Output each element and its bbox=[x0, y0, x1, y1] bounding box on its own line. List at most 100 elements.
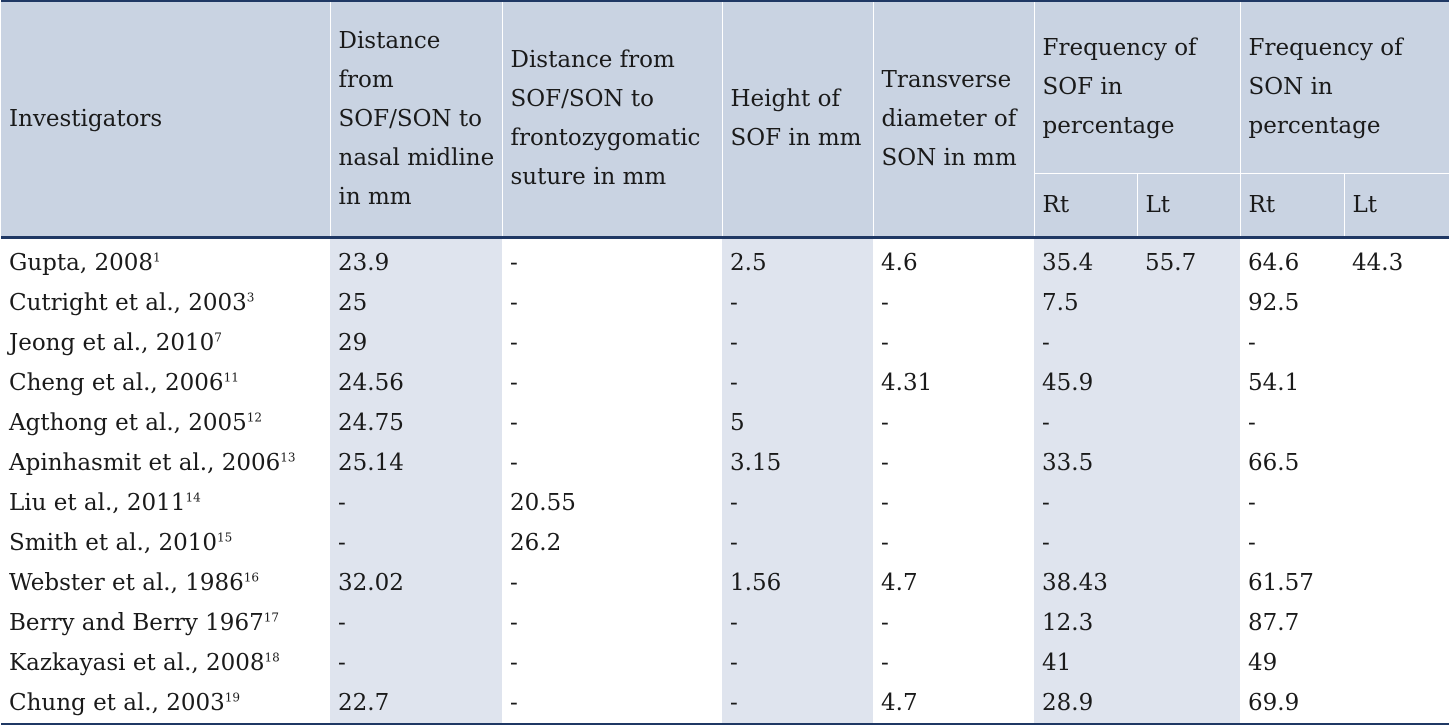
table-row: Webster et al., 198616 32.02-1.56 4.7 38.43… bbox=[1, 563, 1449, 603]
header-height-sof: Height of SOF in mm bbox=[721, 0, 873, 239]
cell-investigator: Cutright et al., 20033 bbox=[1, 283, 330, 323]
investigator-name: Berry and Berry 1967 bbox=[9, 610, 264, 636]
cell-son-rt: 61.57 bbox=[1248, 570, 1314, 596]
reference-number: 16 bbox=[243, 570, 260, 585]
table-row: Kazkayasi et al., 200818- - - -41 49 bbox=[1, 643, 1449, 683]
cell-sof-lt bbox=[1137, 283, 1241, 323]
table-body: Gupta, 20081 23.9-2.5 4.6 35.4 55.7 64.6 44.3 C… bbox=[1, 237, 1450, 725]
header-nasal-midline: Distance from SOF/SON to nasal midline i… bbox=[329, 0, 502, 239]
reference-number: 19 bbox=[224, 690, 241, 705]
cell-sof-lt bbox=[1137, 683, 1241, 725]
cell-investigator: Webster et al., 198616 bbox=[1, 563, 330, 603]
table-header: Investigators Distance from SOF/SON to n… bbox=[1, 0, 1450, 239]
cell-height-sof: - bbox=[722, 363, 873, 403]
cell-sof-lt bbox=[1137, 563, 1241, 603]
cell-transverse-son: - bbox=[881, 450, 889, 476]
cell-son-rt: 69.9 bbox=[1240, 683, 1345, 725]
cell-transverse-son: 4.6 bbox=[881, 250, 918, 276]
cell-investigator: Agthong et al., 200512 bbox=[1, 403, 330, 443]
cell-nasal-midline: - bbox=[330, 643, 502, 683]
cell-frontozygomatic: 26.2 bbox=[510, 530, 562, 556]
cell-investigator: Kazkayasi et al., 200818 bbox=[1, 643, 330, 683]
cell-sof-rt: 33.5 bbox=[1034, 443, 1137, 483]
cell-nasal-midline: - bbox=[330, 603, 502, 643]
cell-nasal-midline: - bbox=[330, 523, 502, 563]
cell-height-sof: - bbox=[722, 523, 873, 563]
cell-height-sof: 2.5 bbox=[722, 237, 873, 283]
cell-son-lt bbox=[1344, 523, 1449, 563]
reference-number: 15 bbox=[217, 530, 233, 545]
table-row: Apinhasmit et al., 200613 25.14-3.15-33.5… bbox=[1, 443, 1449, 483]
cell-transverse-son: - bbox=[881, 530, 889, 556]
cell-nasal-midline: 22.7 bbox=[330, 683, 502, 725]
cell-height-sof: - bbox=[722, 643, 873, 683]
cell-height-sof: - bbox=[722, 683, 873, 725]
investigator-name: Gupta, 2008 bbox=[9, 250, 154, 276]
cell-nasal-midline: 24.75 bbox=[330, 403, 502, 443]
cell-nasal-midline: 25 bbox=[330, 283, 502, 323]
cell-sof-rt: - bbox=[1034, 403, 1137, 443]
table-row: Chung et al., 200319 22.7- -4.7 28.9 69.9 bbox=[1, 683, 1450, 725]
table-row: Cutright et al., 20033 25- - -7.5 92.5 bbox=[1, 283, 1449, 323]
cell-son-lt bbox=[1344, 483, 1449, 523]
investigator-name: Cheng et al., 2006 bbox=[9, 370, 224, 396]
cell-transverse-son: - bbox=[881, 490, 889, 516]
cell-frontozygomatic: - bbox=[510, 250, 518, 276]
cell-height-sof: - bbox=[722, 283, 873, 323]
cell-nasal-midline: 29 bbox=[330, 323, 502, 363]
cell-transverse-son: - bbox=[881, 330, 889, 356]
investigator-name: Chung et al., 2003 bbox=[9, 690, 225, 716]
cell-son-rt: 87.7 bbox=[1248, 610, 1300, 636]
cell-frontozygomatic: - bbox=[510, 650, 518, 676]
cell-transverse-son: 4.7 bbox=[873, 683, 1034, 725]
cell-nasal-midline: 23.9 bbox=[330, 237, 502, 283]
cell-son-rt: 92.5 bbox=[1248, 290, 1300, 316]
cell-transverse-son: 4.31 bbox=[881, 370, 933, 396]
cell-investigator: Cheng et al., 200611 bbox=[1, 363, 330, 403]
table-row: Smith et al., 201015-26.2- - - - bbox=[1, 523, 1449, 563]
cell-nasal-midline: 32.02 bbox=[330, 563, 502, 603]
cell-son-lt bbox=[1344, 323, 1449, 363]
cell-investigator: Berry and Berry 196717 bbox=[1, 603, 330, 643]
cell-son-rt: - bbox=[1248, 530, 1256, 556]
cell-height-sof: - bbox=[722, 603, 873, 643]
cell-son-lt bbox=[1344, 283, 1449, 323]
cell-nasal-midline: - bbox=[330, 483, 502, 523]
cell-frontozygomatic: - bbox=[510, 330, 518, 356]
table-row: Agthong et al., 200512 24.75-5- - - bbox=[1, 403, 1449, 443]
cell-son-rt: - bbox=[1248, 410, 1256, 436]
cell-transverse-son: - bbox=[881, 610, 889, 636]
cell-son-rt: - bbox=[1248, 330, 1256, 356]
cell-sof-lt bbox=[1137, 403, 1241, 443]
cell-son-rt: 66.5 bbox=[1248, 450, 1300, 476]
cell-son-lt bbox=[1344, 563, 1449, 603]
reference-number: 3 bbox=[246, 290, 255, 305]
cell-son-lt bbox=[1344, 683, 1450, 725]
cell-nasal-midline: 25.14 bbox=[330, 443, 502, 483]
reference-number: 17 bbox=[263, 610, 279, 625]
cell-sof-rt: 28.9 bbox=[1034, 683, 1137, 725]
header-son-lt: Lt bbox=[1343, 173, 1450, 239]
cell-frontozygomatic: - bbox=[510, 450, 518, 476]
table-row: Liu et al., 201114-20.55- - - - bbox=[1, 483, 1449, 523]
cell-frontozygomatic: - bbox=[510, 290, 518, 316]
cell-son-lt bbox=[1344, 363, 1449, 403]
investigator-name: Kazkayasi et al., 2008 bbox=[9, 650, 265, 676]
cell-sof-lt bbox=[1137, 483, 1241, 523]
cell-frontozygomatic: - bbox=[502, 683, 722, 725]
cell-sof-lt bbox=[1137, 323, 1241, 363]
cell-sof-rt: - bbox=[1034, 523, 1137, 563]
cell-sof-lt: 55.7 bbox=[1137, 237, 1241, 283]
cell-height-sof: 3.15 bbox=[722, 443, 873, 483]
cell-sof-rt: 12.3 bbox=[1034, 603, 1137, 643]
cell-sof-lt bbox=[1137, 363, 1241, 403]
cell-investigator: Jeong et al., 20107 bbox=[1, 323, 330, 363]
cell-sof-lt bbox=[1137, 443, 1241, 483]
investigator-name: Jeong et al., 2010 bbox=[9, 330, 215, 356]
header-investigators: Investigators bbox=[1, 0, 330, 239]
cell-son-lt: 44.3 bbox=[1352, 250, 1404, 276]
investigator-name: Smith et al., 2010 bbox=[9, 530, 217, 556]
cell-transverse-son: - bbox=[881, 290, 889, 316]
table-row: Cheng et al., 200611 24.56- -4.31 45.9 54.1 bbox=[1, 363, 1449, 403]
